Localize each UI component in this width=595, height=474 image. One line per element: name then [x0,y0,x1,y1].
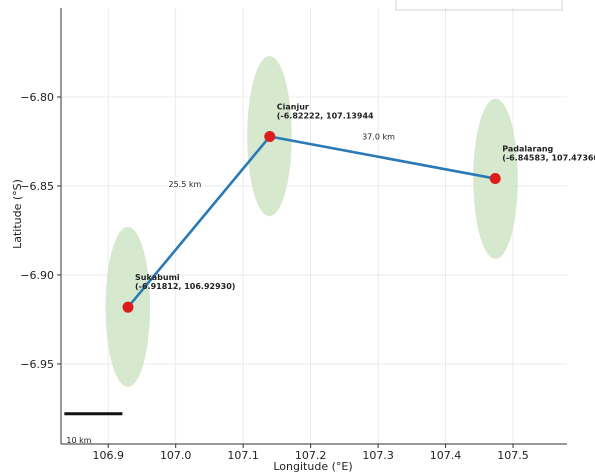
x-tick-label: 107.4 [430,449,462,462]
distance-label: 25.5 km [168,180,201,189]
x-tick-label: 107.1 [227,449,259,462]
city-points [122,131,501,313]
city-name-label: Cianjur [277,103,309,112]
route-lines [126,135,497,309]
legend-frame [395,0,563,11]
city-coords-label: (-6.84583, 107.47360 [502,154,595,163]
route-segment [126,135,272,309]
x-tick-label: 107.2 [295,449,327,462]
city-point [489,173,501,185]
uncertainty-ellipses [105,56,518,388]
city-point [122,301,134,313]
y-tick-label: −6.80 [20,91,54,104]
y-tick-label: −6.90 [20,269,54,282]
city-coords-label: (-6.82222, 107.13944 [277,112,374,121]
legend-box [395,0,563,11]
y-axis-label: Latitude (°S) [11,179,24,249]
x-tick-label: 107.0 [160,449,192,462]
x-tick-label: 107.5 [497,449,529,462]
x-tick-label: 106.9 [92,449,124,462]
labels: Sukabumi(-6.91812, 106.92930)Cianjur(-6.… [135,103,595,292]
x-tick-label: 107.3 [362,449,394,462]
city-name-label: Sukabumi [135,273,180,282]
grid [61,8,567,444]
route-segment [268,135,497,180]
axes: 106.9 107.0 107.1 107.2 107.3 107.4 107.5 −6.80… [20,8,567,462]
y-tick-label: −6.85 [20,180,54,193]
y-tick-label: −6.95 [20,358,54,371]
city-name-label: Padalarang [502,145,553,154]
distance-label: 37.0 km [362,133,395,142]
city-point [264,131,276,143]
scale-bar: 10 km [64,412,123,445]
scale-bar-label: 10 km [66,436,91,445]
distance-label-bg [166,177,203,190]
x-axis-label: Longitude (°E) [273,460,352,473]
city-coords-label: (-6.91812, 106.92930) [135,282,235,291]
